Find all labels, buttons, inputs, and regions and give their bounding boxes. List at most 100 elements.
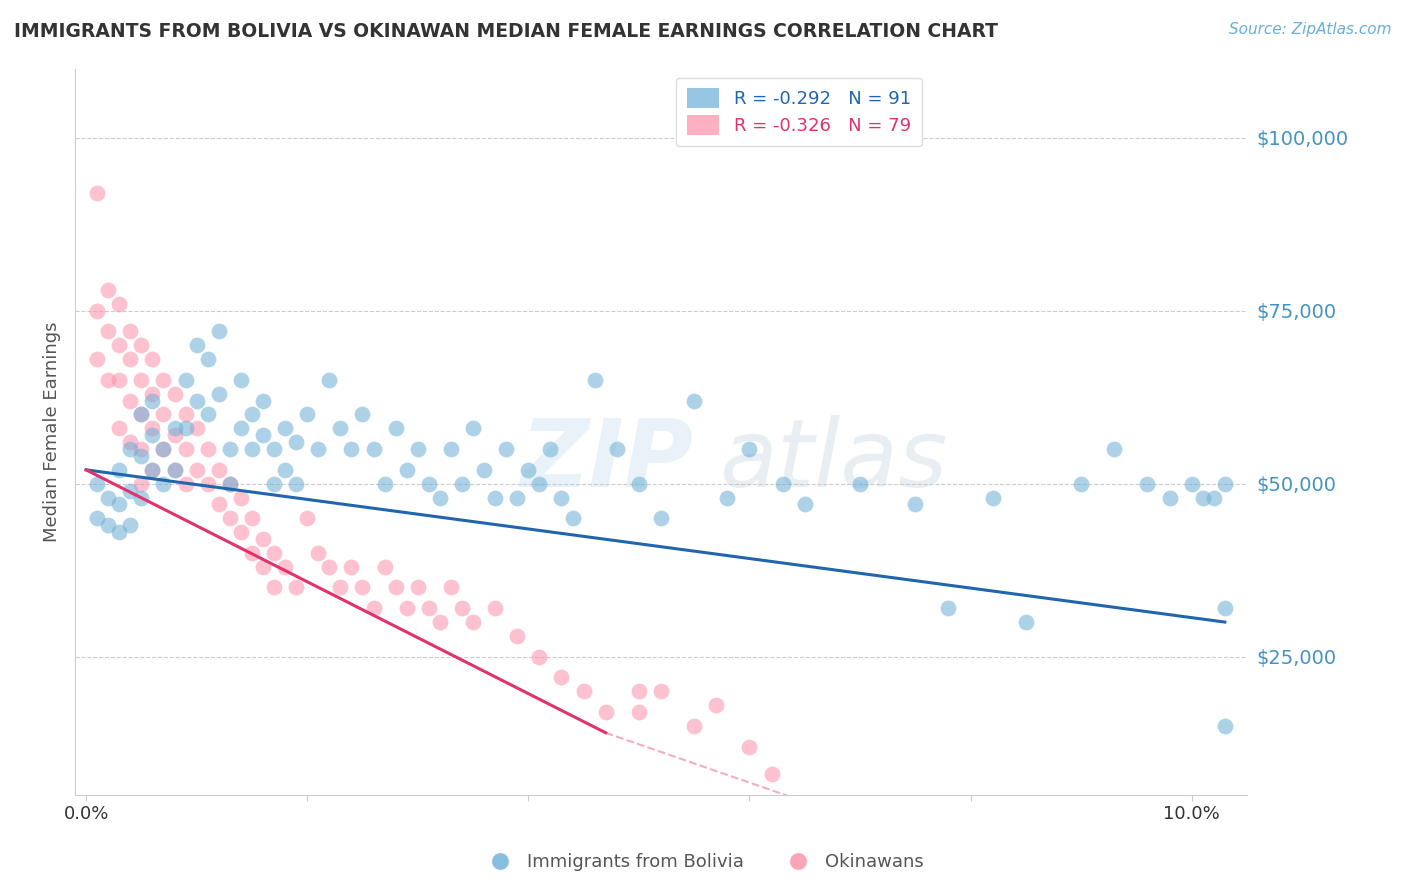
Point <box>263 476 285 491</box>
Point <box>229 373 252 387</box>
Point <box>904 498 927 512</box>
Point <box>141 352 163 367</box>
Point <box>141 393 163 408</box>
Point <box>538 442 561 456</box>
Point <box>174 476 197 491</box>
Point <box>451 476 474 491</box>
Point <box>131 373 153 387</box>
Point <box>461 421 484 435</box>
Point <box>186 421 208 435</box>
Point <box>208 498 231 512</box>
Point <box>86 476 108 491</box>
Point <box>318 559 340 574</box>
Point <box>108 525 131 540</box>
Legend: R = -0.292   N = 91, R = -0.326   N = 79: R = -0.292 N = 91, R = -0.326 N = 79 <box>676 78 921 146</box>
Point <box>561 511 583 525</box>
Point <box>418 476 440 491</box>
Point <box>218 442 240 456</box>
Point <box>120 352 142 367</box>
Point <box>208 325 231 339</box>
Point <box>374 476 396 491</box>
Point <box>252 532 274 546</box>
Point <box>451 601 474 615</box>
Point <box>131 449 153 463</box>
Point <box>97 491 120 505</box>
Point <box>174 442 197 456</box>
Point <box>120 325 142 339</box>
Point <box>484 491 506 505</box>
Point <box>163 463 186 477</box>
Point <box>86 352 108 367</box>
Point <box>772 476 794 491</box>
Point <box>131 408 153 422</box>
Point <box>141 428 163 442</box>
Point <box>131 338 153 352</box>
Point <box>461 615 484 629</box>
Point <box>295 408 318 422</box>
Point <box>529 476 551 491</box>
Point <box>374 559 396 574</box>
Point <box>472 463 495 477</box>
Point <box>1202 491 1225 505</box>
Point <box>395 601 418 615</box>
Point <box>141 463 163 477</box>
Point <box>627 684 650 698</box>
Point <box>108 338 131 352</box>
Point <box>285 581 308 595</box>
Point <box>352 408 374 422</box>
Point <box>141 421 163 435</box>
Point <box>340 559 363 574</box>
Point <box>120 435 142 450</box>
Point <box>208 386 231 401</box>
Y-axis label: Median Female Earnings: Median Female Earnings <box>44 321 60 542</box>
Point <box>218 476 240 491</box>
Point <box>131 442 153 456</box>
Point <box>240 442 263 456</box>
Point <box>550 670 572 684</box>
Point <box>793 498 815 512</box>
Point <box>97 518 120 533</box>
Point <box>495 442 517 456</box>
Point <box>174 373 197 387</box>
Point <box>418 601 440 615</box>
Point <box>186 393 208 408</box>
Point <box>307 546 329 560</box>
Point <box>120 518 142 533</box>
Point <box>197 476 219 491</box>
Point <box>329 421 352 435</box>
Point <box>295 511 318 525</box>
Point <box>683 393 706 408</box>
Point <box>1136 476 1159 491</box>
Point <box>406 442 429 456</box>
Point <box>550 491 572 505</box>
Point <box>627 705 650 719</box>
Point <box>1015 615 1038 629</box>
Point <box>108 498 131 512</box>
Point <box>761 767 783 781</box>
Point <box>108 421 131 435</box>
Point <box>849 476 872 491</box>
Point <box>108 463 131 477</box>
Point <box>252 393 274 408</box>
Point <box>1213 601 1236 615</box>
Point <box>141 463 163 477</box>
Point <box>484 601 506 615</box>
Point <box>429 491 451 505</box>
Point <box>186 338 208 352</box>
Point <box>141 386 163 401</box>
Point <box>263 546 285 560</box>
Point <box>307 442 329 456</box>
Point <box>86 186 108 200</box>
Point <box>384 421 406 435</box>
Point <box>627 476 650 491</box>
Point <box>1070 476 1092 491</box>
Point <box>318 373 340 387</box>
Point <box>440 442 463 456</box>
Point <box>263 442 285 456</box>
Legend: Immigrants from Bolivia, Okinawans: Immigrants from Bolivia, Okinawans <box>475 847 931 879</box>
Point <box>97 373 120 387</box>
Point <box>595 705 617 719</box>
Point <box>197 352 219 367</box>
Point <box>120 442 142 456</box>
Point <box>86 303 108 318</box>
